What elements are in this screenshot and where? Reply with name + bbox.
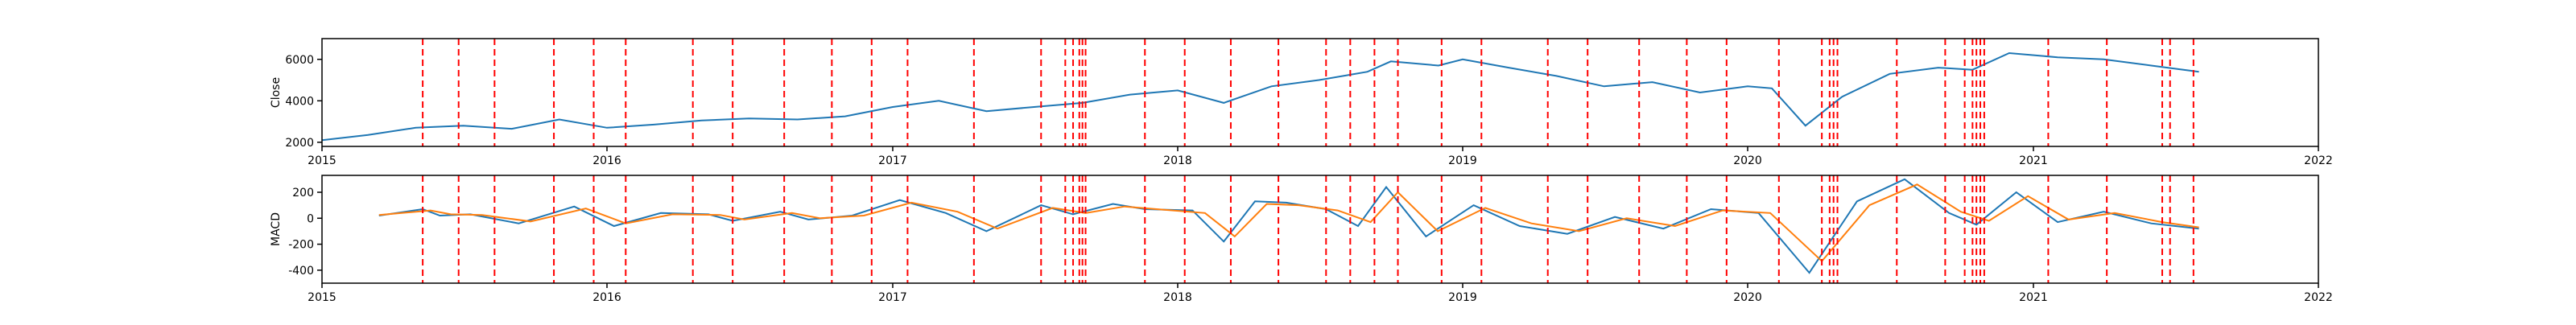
x-tick-label: 2017 [878,154,907,167]
x-tick-label: 2021 [2019,154,2048,167]
series-line-1 [378,178,2199,274]
y-tick-label: -200 [288,239,314,252]
y-axis-label: Close [270,77,283,108]
x-tick-label: 2022 [2304,291,2333,304]
x-tick-label: 2018 [1163,291,1192,304]
series-line-2 [378,183,2199,263]
series-line-1 [322,51,2199,142]
y-tick-label: 0 [307,212,314,225]
macd-panel: 2015 2016 2017 2018 2019 2020 2021 2022 -400 -200… [270,175,2333,304]
y-tick-label: -400 [288,265,314,278]
x-tick-label: 2019 [1448,291,1477,304]
x-tick-label: 2020 [1733,154,1762,167]
close-price-panel: 2015 2016 2017 2018 2019 2020 2021 2022 2000 4000… [270,38,2333,167]
x-tick-label: 2020 [1733,291,1762,304]
y-axis-label: MACD [270,212,283,246]
x-tick-label: 2022 [2304,154,2333,167]
x-tick-label: 2016 [592,291,621,304]
x-tick-label: 2021 [2019,291,2048,304]
plot-frame [321,38,2319,147]
x-tick-label: 2017 [878,291,907,304]
plot-frame [321,175,2319,284]
x-tick-label: 2018 [1163,154,1192,167]
x-tick-label: 2015 [308,154,336,167]
y-tick-label: 4000 [285,95,314,108]
x-tick-label: 2015 [308,291,336,304]
y-tick-label: 2000 [285,137,314,150]
y-tick-label: 200 [292,187,314,200]
y-tick-label: 6000 [285,54,314,67]
x-tick-label: 2016 [592,154,621,167]
x-tick-label: 2019 [1448,154,1477,167]
